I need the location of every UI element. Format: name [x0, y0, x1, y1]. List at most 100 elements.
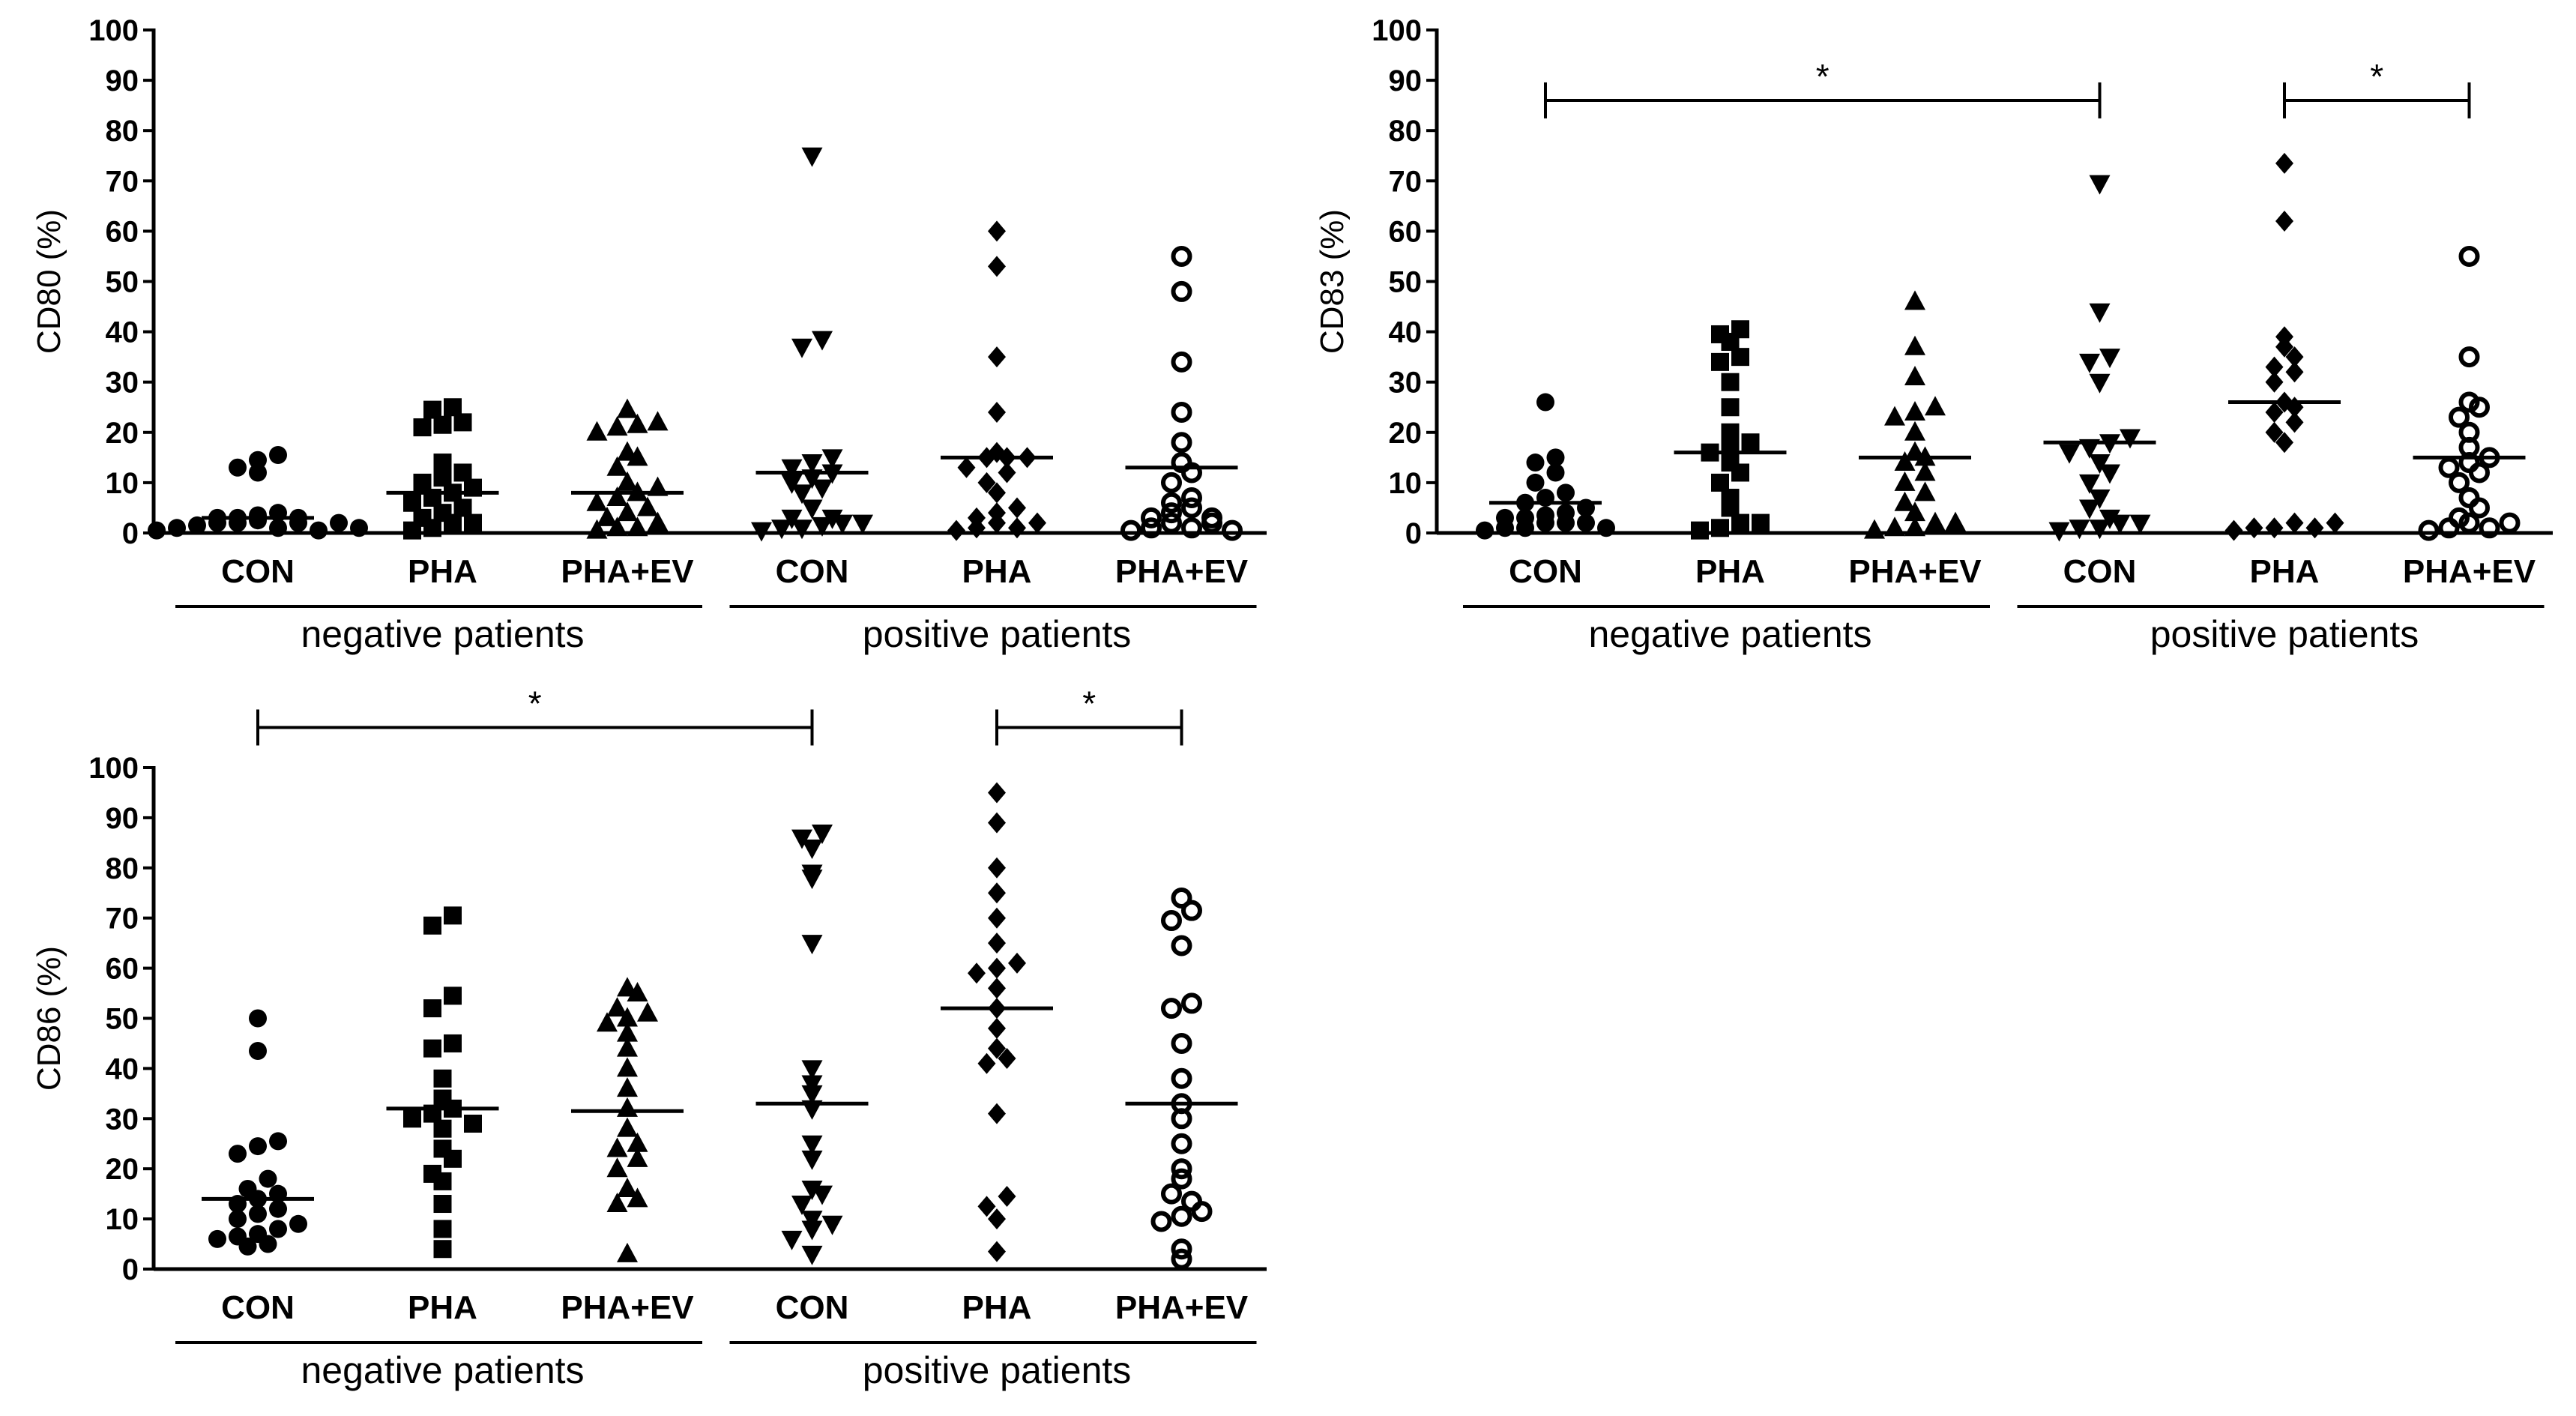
- data-point: [977, 1052, 996, 1074]
- data-point: [801, 1135, 823, 1155]
- data-point: [751, 522, 772, 542]
- data-point: [617, 1022, 638, 1042]
- data-point: [1181, 900, 1202, 921]
- significance-bracket: *: [995, 684, 1183, 746]
- data-point: [1120, 519, 1141, 541]
- data-point: [988, 977, 1006, 999]
- data-point: [801, 1075, 823, 1095]
- data-point: [1721, 423, 1740, 442]
- data-point: [988, 1037, 1006, 1059]
- data-point: [453, 498, 472, 517]
- category-label: PHA: [962, 553, 1032, 590]
- data-point: [1904, 501, 1925, 522]
- data-point: [1925, 396, 1946, 416]
- y-tick-label: 20: [1389, 417, 1423, 450]
- data-point: [2479, 517, 2500, 539]
- data-point: [2285, 412, 2304, 433]
- data-point: [791, 484, 812, 504]
- series-2: [571, 398, 684, 539]
- data-point: [423, 400, 441, 419]
- data-point: [801, 1085, 823, 1105]
- data-point: [627, 413, 648, 433]
- group-label: negative patients: [301, 1349, 584, 1391]
- data-point: [2469, 497, 2490, 519]
- y-tick-label: 40: [106, 1052, 139, 1085]
- data-point: [627, 1147, 648, 1167]
- data-point: [617, 1117, 638, 1137]
- data-point: [627, 516, 648, 537]
- data-point: [2469, 462, 2490, 483]
- data-point: [1925, 511, 1946, 531]
- data-point: [988, 882, 1006, 904]
- data-point: [330, 513, 348, 532]
- data-point: [801, 1245, 823, 1265]
- data-point: [617, 1242, 638, 1262]
- data-point: [310, 521, 328, 540]
- data-point: [2449, 406, 2470, 428]
- data-point: [791, 829, 812, 849]
- data-point: [1904, 516, 1925, 537]
- data-point: [1914, 481, 1936, 501]
- data-point: [968, 962, 986, 984]
- data-point: [968, 517, 986, 539]
- y-tick-label: 0: [122, 1253, 139, 1286]
- series-2: [1859, 290, 1971, 539]
- category-label: CON: [2063, 553, 2137, 590]
- data-point: [1914, 461, 1936, 481]
- data-point: [1721, 373, 1740, 391]
- data-point: [444, 1034, 462, 1052]
- data-point: [2099, 509, 2120, 529]
- data-point: [2089, 303, 2111, 323]
- y-tick-label: 30: [106, 367, 139, 400]
- data-point: [1557, 513, 1575, 532]
- data-point: [1171, 245, 1192, 267]
- data-point: [208, 1229, 226, 1248]
- data-point: [1008, 952, 1026, 974]
- category-label: CON: [776, 553, 849, 590]
- data-point: [2265, 517, 2284, 539]
- data-point: [771, 519, 792, 540]
- data-point: [1181, 517, 1202, 539]
- data-point: [617, 1037, 638, 1057]
- data-point: [269, 445, 287, 464]
- data-point: [249, 463, 267, 482]
- y-tick-label: 10: [1389, 467, 1423, 500]
- data-point: [1161, 910, 1182, 932]
- data-point: [2285, 361, 2304, 383]
- y-tick-label: 50: [106, 1003, 139, 1036]
- data-point: [617, 501, 638, 522]
- data-point: [977, 1196, 996, 1217]
- data-point: [269, 1220, 287, 1238]
- data-point: [1904, 335, 1925, 355]
- y-tick-label: 10: [106, 467, 139, 500]
- data-point: [433, 415, 452, 434]
- data-point: [1721, 498, 1740, 517]
- data-point: [2089, 489, 2111, 510]
- data-point: [606, 456, 628, 476]
- data-point: [988, 1103, 1006, 1124]
- data-point: [2305, 517, 2324, 539]
- data-point: [229, 458, 247, 477]
- category-label: PHA: [2250, 553, 2320, 590]
- y-tick-label: 80: [106, 852, 139, 885]
- data-point: [2079, 474, 2100, 494]
- data-point: [988, 812, 1006, 834]
- data-point: [148, 521, 166, 540]
- data-point: [1864, 519, 1885, 539]
- data-point: [801, 935, 823, 955]
- data-point: [2458, 245, 2480, 267]
- data-point: [2048, 522, 2070, 542]
- data-point: [2059, 444, 2080, 464]
- significance-label: *: [528, 684, 542, 723]
- data-point: [1546, 463, 1565, 482]
- data-point: [1171, 1168, 1192, 1190]
- data-point: [801, 1211, 823, 1231]
- data-point: [988, 346, 1006, 368]
- data-point: [606, 486, 628, 507]
- data-point: [464, 1114, 482, 1133]
- data-point: [403, 1109, 421, 1128]
- y-tick-label: 20: [106, 1153, 139, 1186]
- data-point: [1752, 513, 1770, 532]
- y-tick-label: 70: [106, 165, 139, 198]
- data-point: [444, 513, 462, 532]
